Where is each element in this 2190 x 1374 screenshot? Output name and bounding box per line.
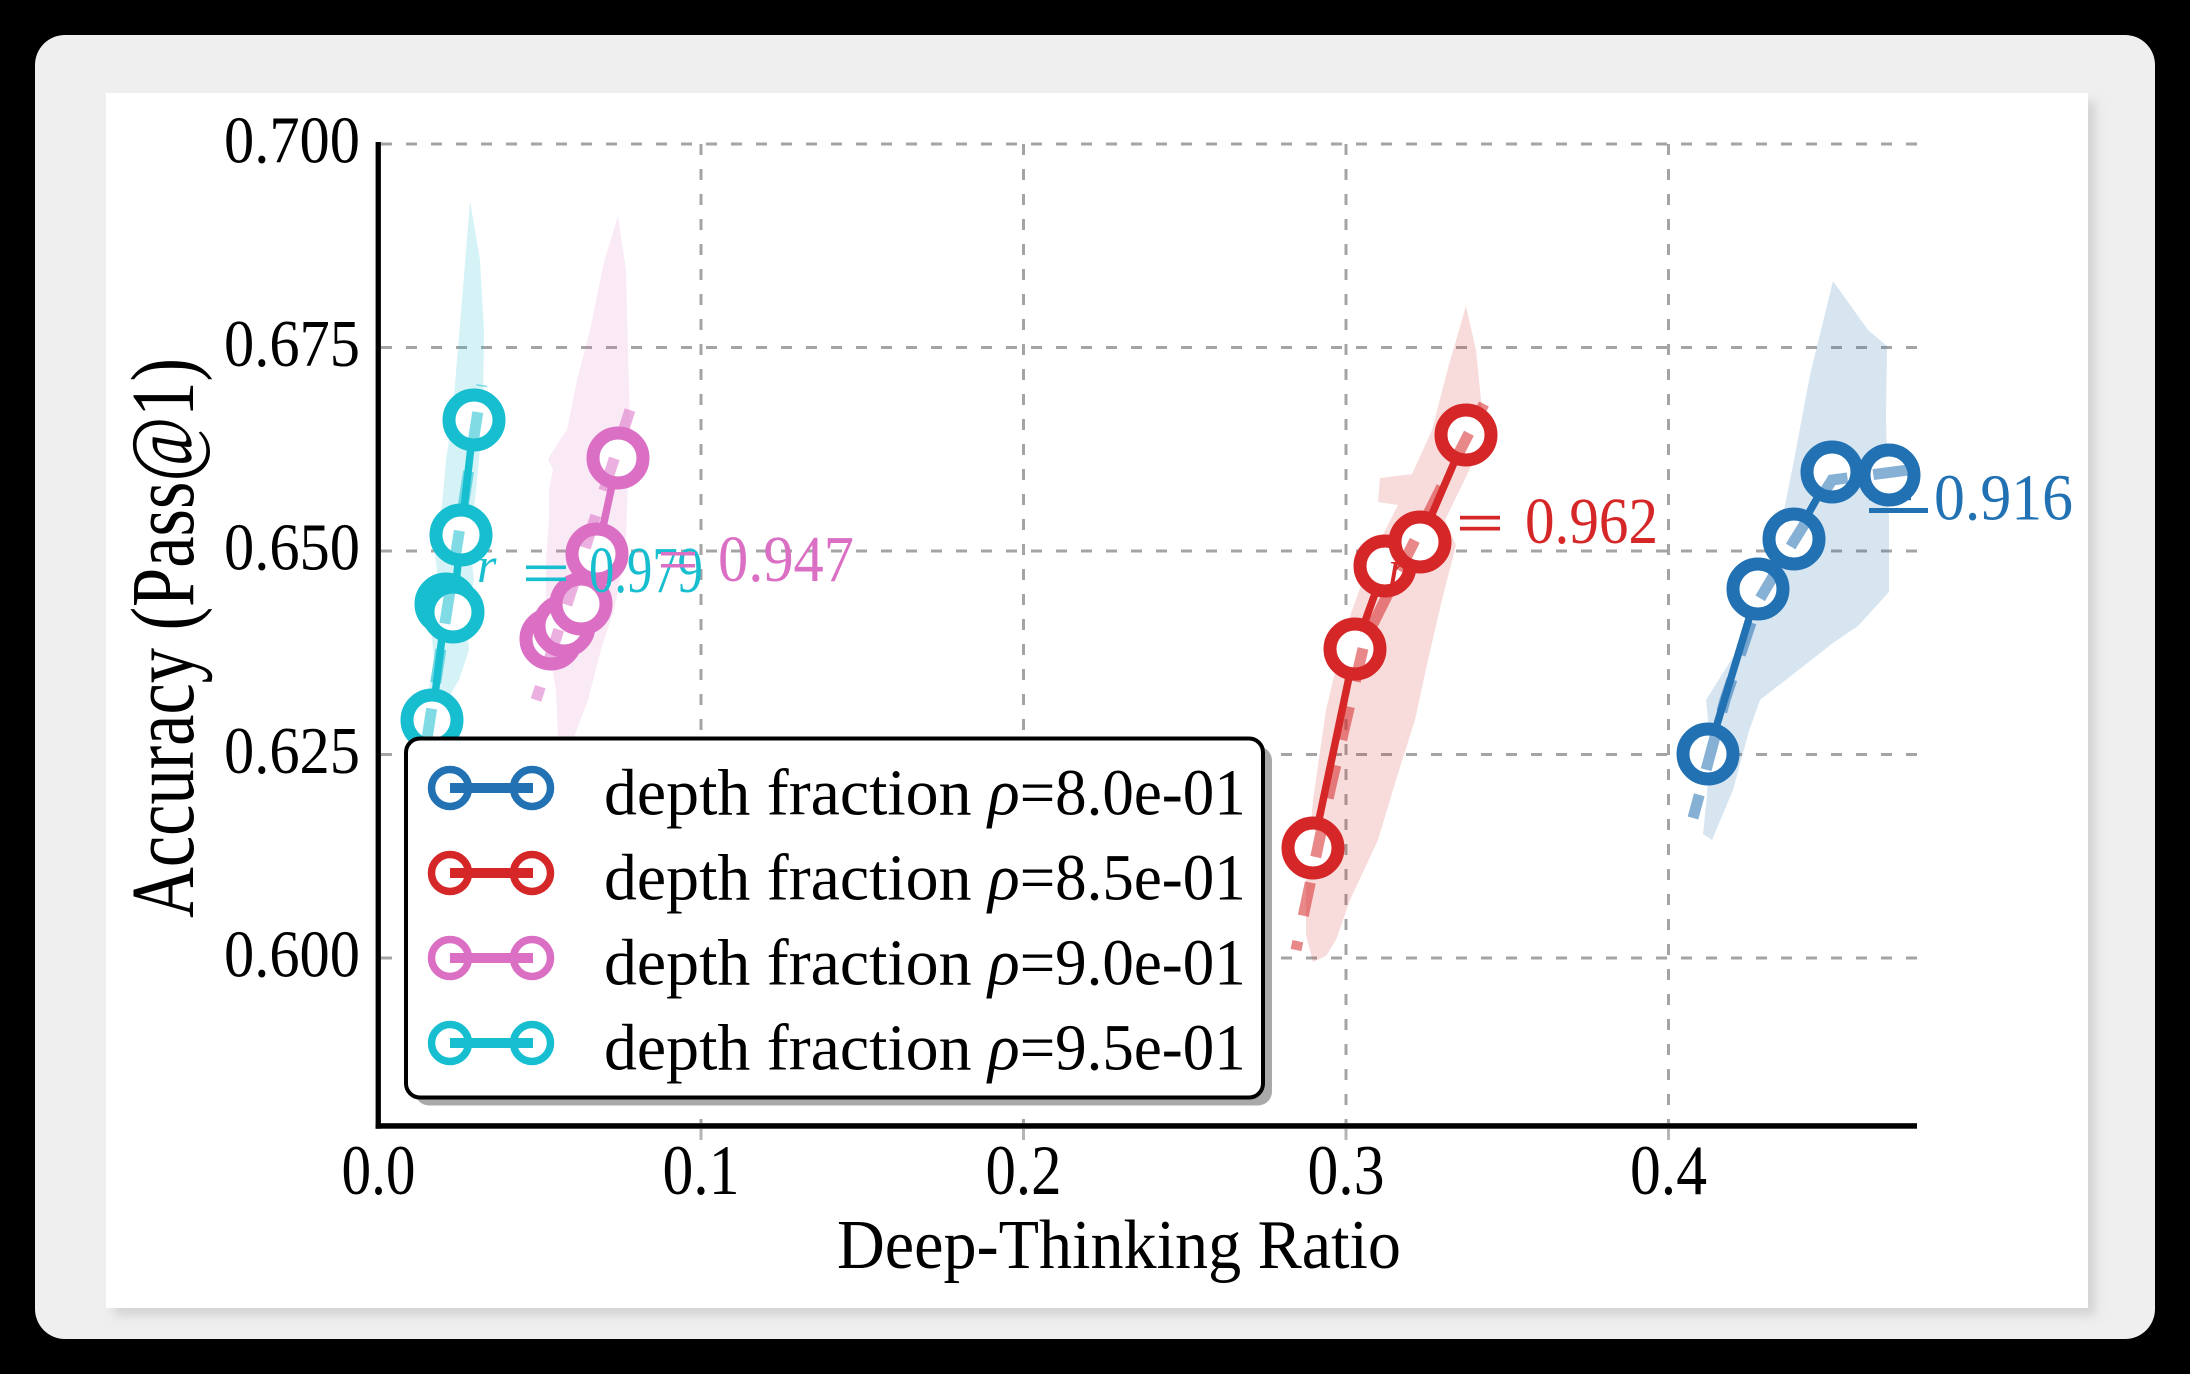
svg-text:0.1: 0.1 (663, 1132, 740, 1210)
svg-text:r: r (1388, 540, 1408, 596)
svg-text:0.916: 0.916 (1934, 462, 2073, 535)
svg-text:depth fraction ρ=8.5e-01: depth fraction ρ=8.5e-01 (604, 842, 1246, 915)
svg-text:0.2: 0.2 (986, 1132, 1062, 1210)
svg-text:0.700: 0.700 (224, 104, 360, 178)
svg-text:0.650: 0.650 (224, 511, 360, 585)
svg-text:depth fraction ρ=9.5e-01: depth fraction ρ=9.5e-01 (604, 1012, 1246, 1085)
svg-text:0.962: 0.962 (1525, 485, 1658, 558)
svg-text:0.675: 0.675 (224, 307, 360, 381)
svg-text:0.979: 0.979 (589, 534, 703, 607)
svg-text:0.4: 0.4 (1630, 1132, 1707, 1210)
svg-text:0.625: 0.625 (224, 714, 360, 788)
svg-text:0.600: 0.600 (224, 918, 360, 992)
svg-text:depth fraction ρ=8.0e-01: depth fraction ρ=8.0e-01 (604, 757, 1246, 830)
svg-text:Deep-Thinking Ratio: Deep-Thinking Ratio (837, 1207, 1401, 1284)
svg-text:0.947: 0.947 (718, 523, 854, 596)
svg-text:Accuracy (Pass@1): Accuracy (Pass@1) (114, 358, 213, 918)
svg-text:r: r (477, 537, 497, 593)
svg-text:0.0: 0.0 (342, 1132, 416, 1210)
svg-text:depth fraction ρ=9.0e-01: depth fraction ρ=9.0e-01 (604, 927, 1246, 1000)
svg-text:0.3: 0.3 (1308, 1132, 1385, 1210)
